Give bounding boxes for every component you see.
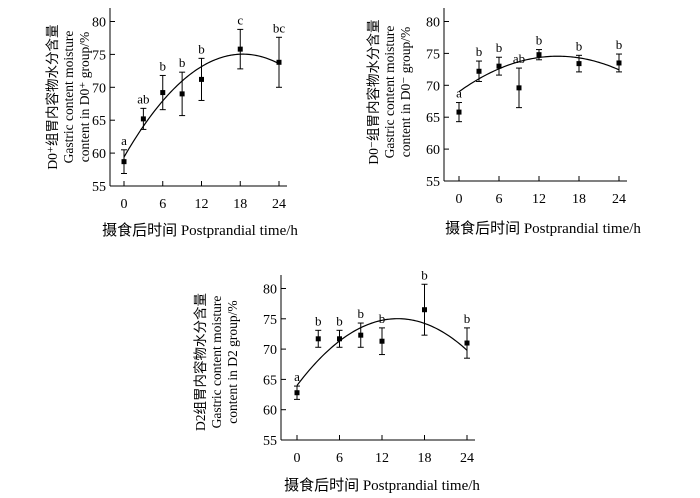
data-point — [160, 90, 166, 96]
y-axis-label-line: D0⁺组胃内容物水分含量 — [44, 24, 60, 169]
y-axis-label-line: content in D0⁺ group/% — [77, 32, 92, 162]
significance-letter: b — [198, 41, 205, 56]
data-point — [576, 61, 582, 67]
y-tick-label: 60 — [263, 404, 277, 419]
data-point — [140, 116, 146, 122]
y-axis-label-line: Gastric content moisture — [61, 31, 76, 164]
data-point — [237, 46, 243, 52]
significance-letter: a — [121, 133, 127, 148]
y-axis-label-line: Gastric content moisture — [382, 26, 397, 159]
data-point — [536, 52, 542, 58]
y-tick-label: 80 — [426, 16, 440, 31]
y-tick-label: 55 — [92, 180, 106, 195]
significance-letter: b — [179, 55, 186, 70]
y-axis-label-line: content in D2 group/% — [225, 300, 240, 423]
significance-letter: b — [358, 306, 365, 321]
y-tick-label: 80 — [92, 16, 106, 31]
y-tick-label: 55 — [263, 434, 277, 449]
data-point — [358, 332, 364, 338]
data-point — [199, 76, 204, 82]
data-point — [476, 68, 482, 74]
significance-letter: b — [421, 267, 428, 282]
data-point — [379, 338, 385, 344]
significance-letter: a — [294, 369, 300, 384]
y-tick-label: 70 — [426, 79, 440, 94]
significance-letter: b — [496, 40, 503, 55]
significance-letter: b — [464, 311, 471, 326]
significance-letter: b — [616, 37, 623, 52]
significance-letter: b — [315, 313, 322, 328]
x-tick-label: 0 — [121, 197, 128, 212]
x-axis-label: 摄食后时间 Postprandial time/h — [284, 477, 480, 494]
x-tick-label: 12 — [195, 197, 209, 212]
y-axis-label-line: D2组胃内容物水分含量 — [192, 293, 208, 431]
y-axis-label-line: content in D0⁻ group/% — [398, 27, 413, 157]
data-point — [516, 85, 522, 91]
x-tick-label: 24 — [612, 192, 626, 207]
x-axis-label: 摄食后时间 Postprandial time/h — [102, 222, 298, 239]
fit-curve — [296, 318, 468, 386]
y-tick-label: 65 — [92, 114, 106, 129]
significance-letter: b — [576, 38, 583, 53]
y-tick-label: 60 — [92, 147, 106, 162]
y-tick-label: 75 — [263, 313, 277, 328]
y-tick-label: 80 — [263, 283, 277, 298]
significance-letter: ab — [513, 51, 525, 66]
significance-letter: b — [336, 313, 343, 328]
x-tick-label: 18 — [572, 192, 586, 207]
data-point — [422, 307, 427, 313]
significance-letter: bc — [273, 20, 286, 35]
x-tick-label: 18 — [418, 451, 432, 466]
significance-letter: ab — [137, 91, 149, 106]
y-tick-label: 65 — [263, 373, 277, 388]
y-tick-label: 70 — [92, 81, 106, 96]
significance-letter: a — [456, 86, 462, 101]
significance-letter: b — [160, 58, 167, 73]
x-tick-label: 24 — [272, 197, 286, 212]
significance-letter: b — [536, 33, 543, 48]
data-point — [616, 60, 622, 66]
x-tick-label: 12 — [375, 451, 389, 466]
fit-curve — [458, 55, 620, 93]
x-tick-label: 24 — [460, 451, 474, 466]
x-axis-label: 摄食后时间 Postprandial time/h — [445, 220, 641, 237]
x-tick-label: 12 — [532, 192, 546, 207]
significance-letter: b — [379, 311, 386, 326]
significance-letter: b — [476, 44, 483, 59]
x-tick-label: 0 — [294, 451, 301, 466]
x-tick-label: 6 — [496, 192, 503, 207]
y-tick-label: 55 — [426, 175, 440, 190]
y-tick-label: 75 — [92, 48, 106, 63]
x-tick-label: 6 — [336, 451, 343, 466]
data-point — [315, 336, 321, 342]
data-point — [337, 336, 342, 342]
y-axis-label-line: Gastric content moisture — [209, 296, 224, 429]
y-tick-label: 65 — [426, 111, 440, 126]
x-tick-label: 0 — [456, 192, 463, 207]
y-tick-label: 75 — [426, 47, 440, 62]
y-axis-label-line: D0⁻组胃内容物水分含量 — [365, 19, 381, 164]
data-point — [121, 159, 127, 165]
x-tick-label: 18 — [233, 197, 247, 212]
data-point — [496, 63, 502, 69]
data-point — [464, 340, 470, 346]
significance-letter: c — [237, 12, 243, 27]
y-tick-label: 70 — [263, 343, 277, 358]
data-point — [179, 91, 185, 97]
data-point — [276, 59, 282, 65]
data-point — [456, 109, 462, 115]
y-tick-label: 60 — [426, 143, 440, 158]
x-tick-label: 6 — [159, 197, 166, 212]
data-point — [294, 390, 300, 396]
